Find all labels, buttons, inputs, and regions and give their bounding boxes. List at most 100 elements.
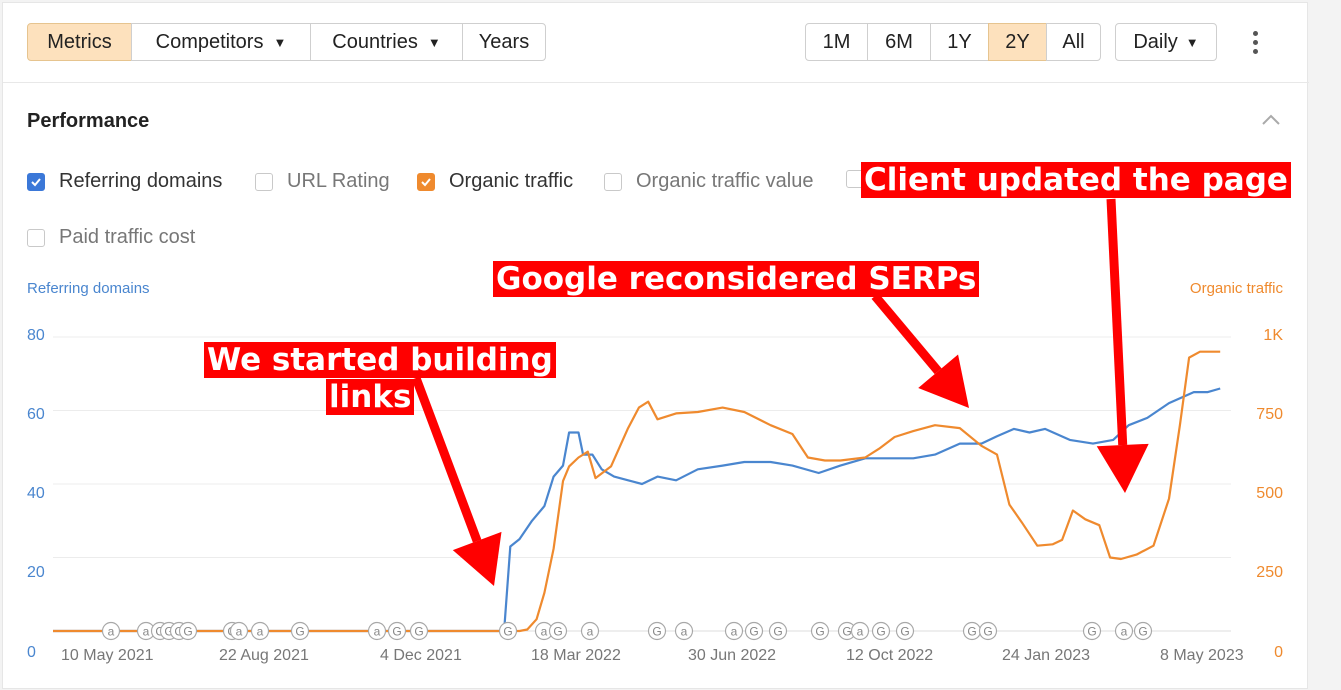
marker-label: G	[1087, 625, 1096, 639]
right-tick: 500	[1256, 485, 1283, 502]
annotation-client-updated: Client updated the page	[861, 162, 1291, 198]
caret-down-icon: ▼	[1185, 34, 1199, 50]
google-update-marker	[744, 621, 764, 641]
google-update-marker	[548, 621, 568, 641]
range-label: 2Y	[1005, 30, 1030, 53]
marker-label: G	[842, 625, 851, 639]
google-update-marker	[871, 621, 891, 641]
google-update-marker	[962, 621, 982, 641]
x-tick: 10 May 2021	[61, 647, 154, 664]
filter-organic-traffic-value[interactable]: Organic traffic value	[604, 170, 814, 193]
google-update-marker	[1133, 621, 1153, 641]
filter-label: Paid traffic cost	[59, 226, 196, 248]
range-1y[interactable]: 1Y	[930, 23, 989, 61]
x-tick: 22 Aug 2021	[219, 647, 309, 664]
range-all[interactable]: All	[1046, 23, 1101, 61]
marker-label: a	[236, 625, 243, 639]
right-axis-title: Organic traffic	[1189, 280, 1283, 297]
x-tick: 30 Jun 2022	[688, 647, 777, 664]
marker-label: G	[983, 625, 992, 639]
range-label: 6M	[885, 30, 913, 53]
right-tick: 0	[1274, 644, 1283, 661]
left-tick: 80	[27, 327, 45, 344]
range-label: 1M	[822, 30, 851, 53]
arrow-client-head	[1096, 443, 1149, 493]
filter-paid-traffic-cost[interactable]: Paid traffic cost	[27, 226, 195, 249]
tab-label: Years	[478, 30, 530, 53]
tab-competitors[interactable]: Competitors ▼	[131, 23, 311, 61]
marker-label: G	[967, 625, 976, 639]
marker-label: G	[414, 625, 423, 639]
tab-label: Competitors	[155, 30, 264, 53]
range-1m[interactable]: 1M	[805, 23, 868, 61]
tab-metrics[interactable]: Metrics	[27, 23, 132, 61]
range-label: 1Y	[947, 30, 972, 53]
filter-url-rating[interactable]: URL Rating	[255, 170, 390, 193]
marker-label: a	[731, 625, 738, 639]
x-tick: 8 May 2023	[1160, 647, 1244, 664]
google-update-marker	[169, 621, 189, 641]
marker-label: G	[183, 625, 192, 639]
marker-label: a	[1121, 625, 1128, 639]
annotation-marker	[674, 621, 694, 641]
right-tick: 250	[1256, 564, 1283, 581]
tab-countries[interactable]: Countries ▼	[310, 23, 463, 61]
marker-label: G	[227, 625, 236, 639]
annotation-marker	[250, 621, 270, 641]
google-update-marker	[498, 621, 518, 641]
tab-label: Countries	[332, 30, 418, 53]
x-tick: 18 Mar 2022	[531, 647, 621, 664]
marker-label: G	[652, 625, 661, 639]
tab-years[interactable]: Years	[462, 23, 546, 61]
checkbox-empty-icon	[27, 228, 45, 247]
marker-label: G	[876, 625, 885, 639]
google-update-marker	[978, 621, 998, 641]
left-tick: 0	[27, 644, 36, 661]
marker-label: a	[681, 625, 688, 639]
checkbox-checked-icon	[417, 172, 435, 191]
annotation-marker	[534, 621, 554, 641]
annotation-started-building: We started building	[204, 342, 556, 378]
granularity-select[interactable]: Daily ▼	[1115, 23, 1217, 61]
arrow-client-shaft	[1106, 198, 1128, 446]
toolbar: Metrics Competitors ▼ Countries ▼ Years 1M…	[3, 3, 1309, 83]
google-update-marker	[387, 621, 407, 641]
filter-organic-traffic[interactable]: Organic traffic	[417, 170, 573, 193]
section-title: Performance	[27, 110, 150, 132]
google-update-marker	[409, 621, 429, 641]
checkbox-empty-icon	[255, 172, 273, 191]
annotation-links: links	[326, 379, 415, 415]
left-tick: 60	[27, 406, 45, 423]
range-2y[interactable]: 2Y	[988, 23, 1047, 61]
marker-label: a	[257, 625, 264, 639]
granularity-label: Daily	[1133, 30, 1178, 53]
checkbox-checked-icon	[27, 172, 45, 191]
marker-label: a	[108, 625, 115, 639]
left-axis-title: Referring domains	[27, 280, 150, 297]
right-tick: 1K	[1263, 327, 1283, 344]
vertical-dots-icon[interactable]	[1251, 31, 1259, 54]
google-update-marker	[150, 621, 170, 641]
marker-label: a	[143, 625, 150, 639]
google-update-marker	[159, 621, 179, 641]
range-6m[interactable]: 6M	[867, 23, 931, 61]
arrow-started-head	[452, 531, 502, 586]
marker-label: G	[749, 625, 758, 639]
arrow-started-shaft	[411, 376, 482, 543]
google-update-marker	[1082, 621, 1102, 641]
google-update-marker	[837, 621, 857, 641]
google-update-marker	[810, 621, 830, 641]
performance-panel: Metrics Competitors ▼ Countries ▼ Years 1M…	[2, 2, 1309, 689]
range-label: All	[1062, 30, 1085, 53]
google-update-marker	[290, 621, 310, 641]
marker-label: G	[900, 625, 909, 639]
marker-label: a	[541, 625, 548, 639]
arrow-google-head	[918, 354, 969, 408]
marker-label: G	[392, 625, 401, 639]
chevron-up-icon[interactable]	[1260, 111, 1282, 127]
annotation-marker	[229, 621, 249, 641]
arrow-google-shaft	[871, 293, 942, 375]
x-tick: 12 Oct 2022	[846, 647, 934, 664]
filter-referring-domains[interactable]: Referring domains	[27, 170, 222, 193]
